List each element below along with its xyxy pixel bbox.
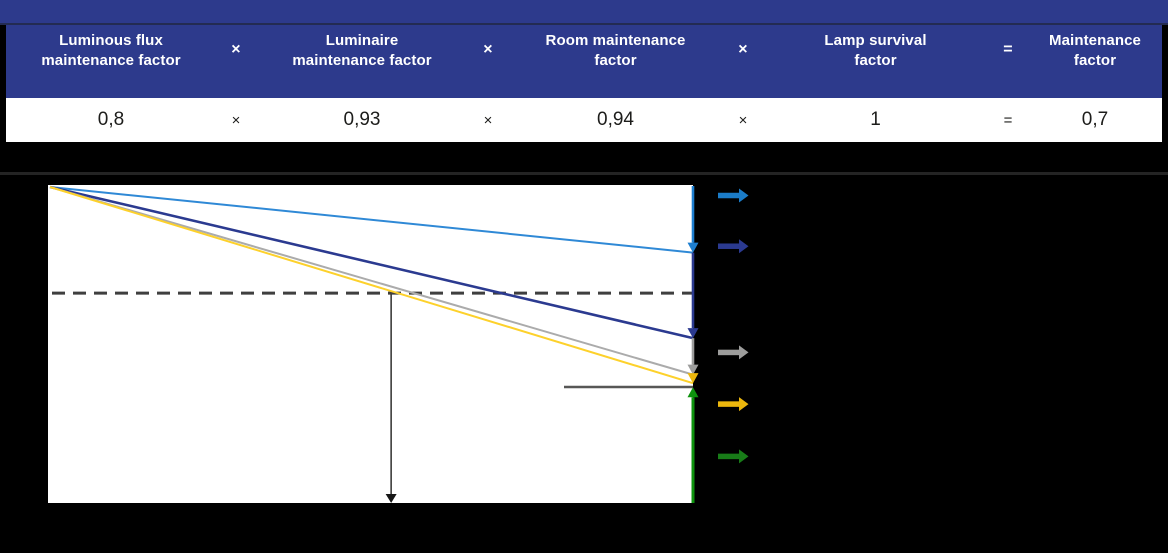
lamp-survival-loss-arrow — [718, 401, 739, 407]
depreciation-chart — [0, 142, 1168, 553]
with-luminaire-depreciation-line — [49, 185, 694, 340]
multiply-sign: × — [231, 41, 241, 59]
multiply-sign: × — [738, 41, 748, 59]
luminous-flux-loss-arrow-head — [739, 188, 749, 203]
lamp-survival-loss-arrow-head — [739, 397, 749, 412]
depreciation-chart-svg — [0, 172, 1168, 503]
with-room-surface-depreciation-line — [49, 186, 694, 376]
remaining-output-segment-arrowhead — [687, 387, 699, 398]
luminaire-loss-arrow — [718, 243, 739, 249]
luminaire-loss-arrow-head — [739, 239, 749, 254]
header-luminous-flux-factor: Luminous flux maintenance factor — [41, 32, 181, 69]
room-surface-loss-arrow — [718, 349, 739, 356]
multiply-sign: × — [483, 111, 493, 129]
header-maintenance-factor: Maintenance factor — [1049, 32, 1141, 69]
remaining-output-arrow-head — [739, 449, 749, 464]
multiply-sign: × — [738, 111, 748, 129]
lamp-survival-segment-arrowhead — [687, 373, 699, 384]
equals-sign: = — [1003, 111, 1013, 129]
luminaire-loss-segment-arrowhead — [687, 328, 699, 339]
room-surface-loss-arrow-head — [739, 345, 749, 360]
table-header-row: Luminous flux maintenance factor × Lumin… — [6, 25, 1162, 98]
value-room-factor: 0,94 — [597, 109, 634, 130]
luminous-flux-depreciation-line — [49, 186, 694, 254]
luminous-flux-loss-segment-arrowhead — [687, 242, 699, 253]
header-luminaire-factor: Luminaire maintenance factor — [292, 32, 432, 69]
maintenance-time-arrowhead — [385, 494, 397, 503]
remaining-output-arrow — [718, 453, 739, 460]
luminous-flux-loss-arrow — [718, 192, 739, 199]
table-values-row: 0,8 × 0,93 × 0,94 × 1 = 0,7 — [6, 98, 1162, 142]
multiply-sign: × — [231, 111, 241, 129]
maintenance-factor-table: Luminous flux maintenance factor × Lumin… — [6, 25, 1162, 142]
room-surface-loss-segment-arrowhead — [687, 364, 699, 375]
resulting-light-output-line — [49, 186, 694, 385]
value-luminaire-factor: 0,93 — [343, 109, 381, 130]
header-lamp-survival-factor: Lamp survival factor — [824, 32, 927, 69]
value-maintenance-factor: 0,7 — [1081, 109, 1109, 130]
multiply-sign: × — [483, 41, 493, 59]
top-blue-bar — [0, 0, 1168, 23]
top-bar-divider — [0, 23, 1168, 25]
value-luminous-flux-factor: 0,8 — [97, 109, 125, 130]
plot-area — [48, 185, 693, 503]
value-lamp-survival-factor: 1 — [870, 109, 881, 130]
header-room-factor: Room maintenance factor — [545, 32, 686, 69]
section-divider-line — [0, 172, 1168, 175]
equals-sign: = — [1003, 41, 1013, 59]
